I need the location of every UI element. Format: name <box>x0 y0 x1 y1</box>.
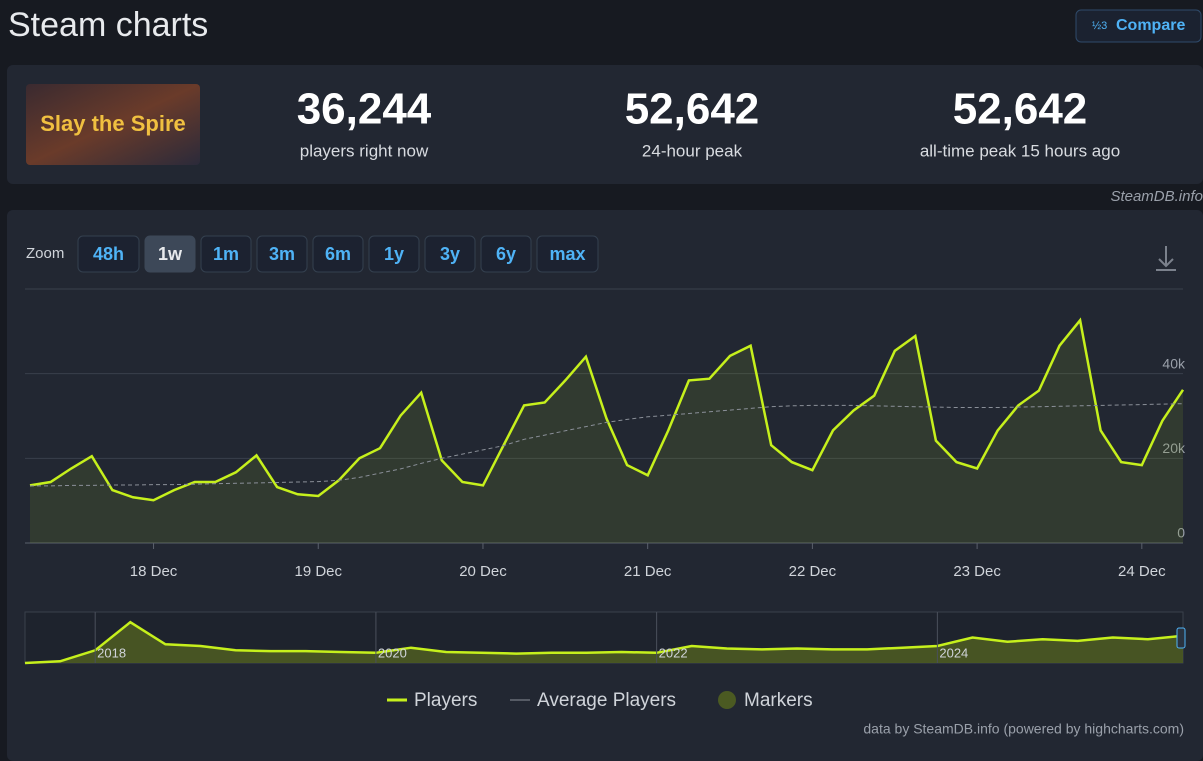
zoom-option[interactable]: 1y <box>384 244 404 264</box>
credits: data by SteamDB.info (powered by highcha… <box>863 721 1184 737</box>
players-line <box>29 317 1185 502</box>
zoom-button[interactable] <box>200 235 252 273</box>
y-tick-label: 20k <box>1162 440 1186 456</box>
navigator-label: 2020 <box>378 645 407 660</box>
average-line <box>30 403 1184 487</box>
stat-value: 52,642 <box>953 85 1088 134</box>
zoom-option[interactable]: max <box>549 244 585 264</box>
area <box>25 622 1183 663</box>
navigator-label: 2022 <box>659 645 688 660</box>
zoom-option[interactable]: 6m <box>325 244 351 264</box>
legend-symbol <box>718 691 736 709</box>
x-tick-label: 23 Dec <box>953 563 1001 580</box>
zoom-button[interactable] <box>312 235 364 273</box>
zoom-option[interactable]: 3y <box>440 244 460 264</box>
zoom-button[interactable] <box>424 235 476 273</box>
compare-label[interactable]: Compare <box>1116 17 1185 34</box>
x-tick-label: 22 Dec <box>789 563 837 580</box>
legend-item[interactable]: Players <box>414 690 477 711</box>
x-tick-label: 18 Dec <box>130 563 178 580</box>
x-tick-label: 20 Dec <box>459 563 507 580</box>
stat-label: all-time peak 15 hours ago <box>920 141 1120 160</box>
stat-value: 52,642 <box>625 85 760 134</box>
zoom-option[interactable]: 1w <box>158 244 183 264</box>
x-tick-label: 21 Dec <box>624 563 672 580</box>
stat-label: players right now <box>300 141 429 160</box>
zoom-option[interactable]: 1m <box>213 244 239 264</box>
download-icon[interactable] <box>1156 246 1176 271</box>
zoom-button[interactable] <box>536 235 599 273</box>
zoom-option[interactable]: 48h <box>93 244 124 264</box>
page-title: Steam charts <box>8 6 208 44</box>
zoom-buttons: 48h 1w 1m 3m 6m 1y 3y 6y max <box>77 235 599 273</box>
navigator: 2018 2020 2022 2024 <box>24 611 1186 665</box>
compare-button[interactable] <box>1075 9 1202 43</box>
zoom-button[interactable] <box>77 235 140 273</box>
zoom-option[interactable]: 3m <box>269 244 295 264</box>
legend-item[interactable]: Average Players <box>537 690 676 711</box>
y-tick-label: 0 <box>1177 525 1185 541</box>
x-tick-label: 19 Dec <box>294 563 342 580</box>
zoom-button[interactable] <box>256 235 308 273</box>
zoom-button[interactable] <box>144 235 196 273</box>
game-logo <box>26 84 200 165</box>
zoom-label: Zoom <box>26 245 64 262</box>
stats-panel <box>7 65 1203 184</box>
legend-item[interactable]: Markers <box>744 690 813 711</box>
stat-label: 24-hour peak <box>642 141 743 160</box>
area <box>30 320 1183 543</box>
download-arrow-head[interactable] <box>1158 258 1174 268</box>
stat-value: 36,244 <box>297 85 432 134</box>
game-logo-text: Slay the Spire <box>40 111 186 136</box>
zoom-button[interactable] <box>368 235 420 273</box>
x-tick-label: 24 Dec <box>1118 563 1166 580</box>
players-line <box>24 620 1184 665</box>
navigator-label: 2024 <box>939 645 968 660</box>
main-chart: 0 20k 40k 18 Dec 19 Dec 20 Dec 21 Dec 22 Dec 23 … <box>25 317 1186 580</box>
navigator-label: 2018 <box>97 645 126 660</box>
zoom-option[interactable]: 6y <box>496 244 516 264</box>
navigator-handle[interactable] <box>1176 627 1186 649</box>
zoom-button[interactable] <box>480 235 532 273</box>
compare-icon: ½3 <box>1092 20 1107 32</box>
source-label: SteamDB.info <box>1110 188 1203 205</box>
y-tick-label: 40k <box>1162 355 1186 371</box>
legend: Players Average Players Markers <box>387 690 813 711</box>
